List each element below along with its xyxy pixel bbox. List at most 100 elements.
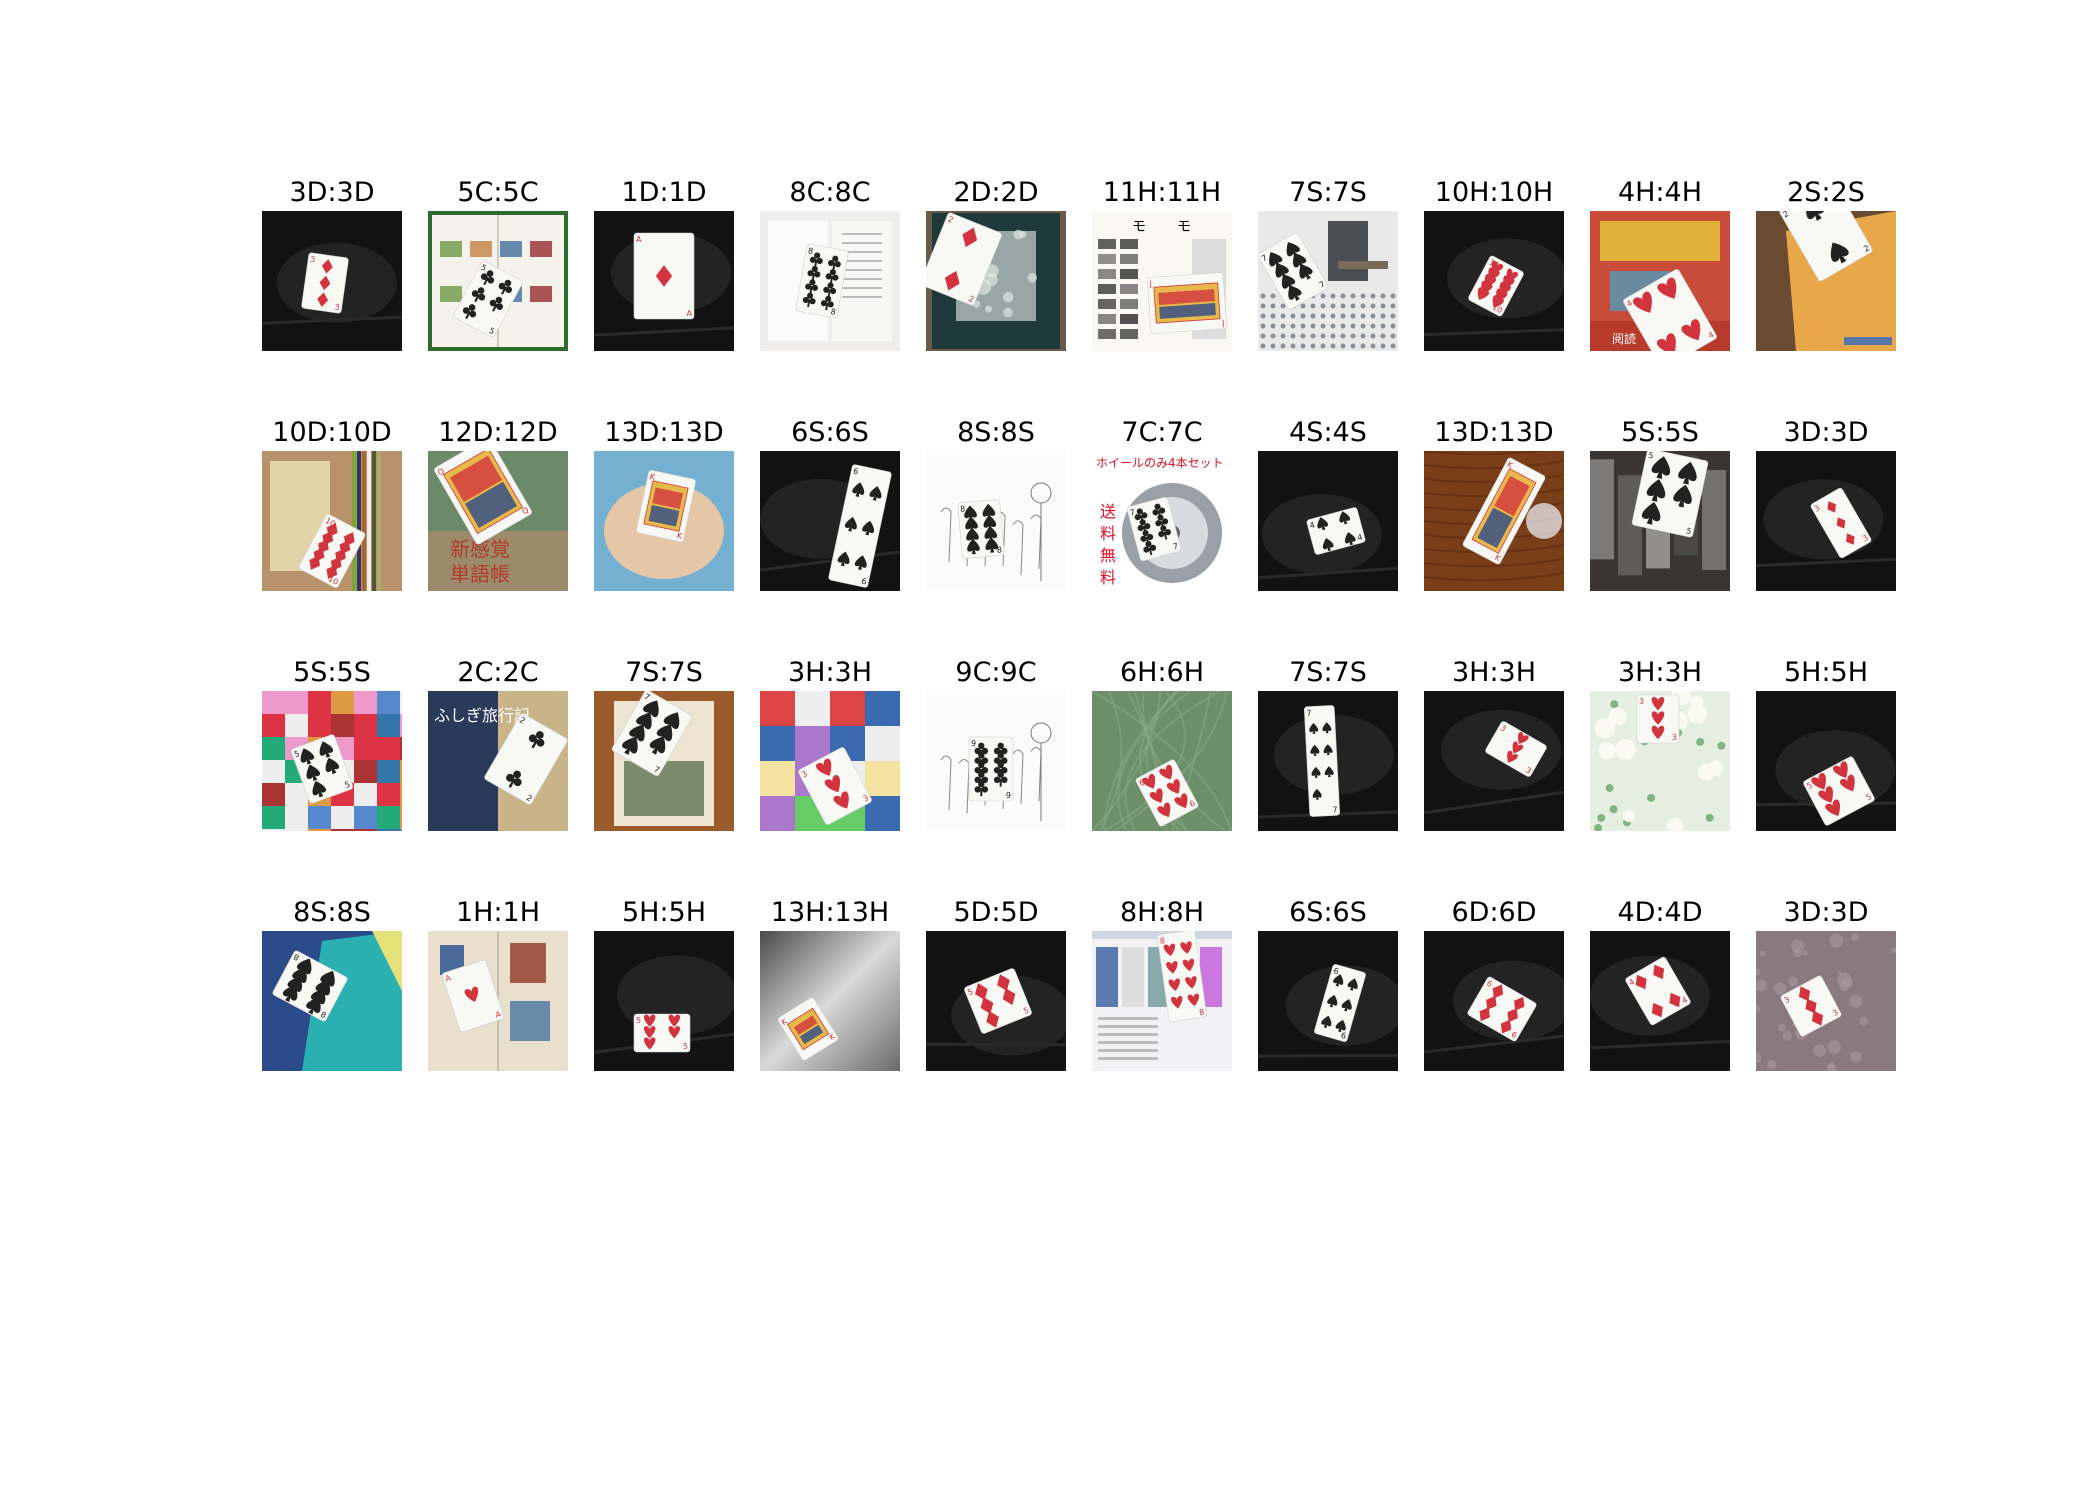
svg-text:8: 8 [807, 246, 814, 256]
svg-text:6: 6 [1332, 966, 1339, 976]
svg-text:4: 4 [1707, 330, 1716, 340]
svg-text:6: 6 [1188, 799, 1197, 809]
svg-text:3: 3 [1831, 1008, 1840, 1018]
svg-text:8: 8 [1159, 936, 1165, 946]
cell-caption: 2C:2C [457, 657, 539, 688]
svg-text:料: 料 [1100, 568, 1116, 587]
svg-text:4: 4 [1356, 533, 1363, 543]
grid-cell: 5D:5D 5 5 [926, 895, 1066, 1135]
cell-caption: 4S:4S [1289, 417, 1367, 448]
card-thumbnail: 阅読 4 4 [1590, 211, 1730, 351]
svg-text:5: 5 [1022, 1006, 1030, 1016]
svg-text:3: 3 [800, 769, 809, 779]
svg-text:7: 7 [1129, 507, 1136, 517]
svg-text:3: 3 [862, 793, 871, 803]
cell-caption: 6S:6S [1289, 897, 1367, 928]
cell-caption: 6D:6D [1451, 897, 1537, 928]
svg-text:6: 6 [1510, 1030, 1519, 1040]
cell-caption: 1H:1H [455, 897, 541, 928]
svg-text:3: 3 [1672, 733, 1677, 742]
cell-caption: 5H:5H [1783, 657, 1869, 688]
svg-text:5: 5 [1865, 792, 1874, 802]
svg-text:6: 6 [1138, 778, 1147, 788]
svg-text:3: 3 [1861, 533, 1870, 543]
grid-cell: 1H:1H A A [428, 895, 568, 1135]
svg-text:単語帳: 単語帳 [450, 562, 510, 586]
svg-text:8: 8 [996, 545, 1002, 554]
grid-cell: 5H:5H 5 5 [594, 895, 734, 1135]
grid-cell: 3H:3H 3 3 [1590, 655, 1730, 895]
cell-caption: 5C:5C [457, 177, 539, 208]
svg-text:5: 5 [1805, 781, 1814, 791]
svg-text:2: 2 [525, 793, 534, 803]
cell-caption: 5D:5D [953, 897, 1039, 928]
cell-caption: 1D:1D [621, 177, 707, 208]
grid-cell: 2D:2D 2 2 [926, 175, 1066, 415]
svg-text:5: 5 [343, 780, 351, 790]
svg-text:A: A [687, 309, 693, 318]
svg-text:5: 5 [293, 749, 301, 759]
svg-text:K: K [780, 1016, 790, 1027]
svg-text:5: 5 [487, 326, 496, 336]
svg-text:K: K [1493, 553, 1503, 564]
svg-text:7: 7 [1306, 708, 1312, 717]
grid-cell: 8C:8C 8 8 [760, 175, 900, 415]
grid-cell: 4S:4S 4 4 [1258, 415, 1398, 655]
grid-cell: 3H:3H 3 3 [1424, 655, 1564, 895]
cell-caption: 13H:13H [770, 897, 890, 928]
grid-cell: 2S:2S 2 2 [1756, 175, 1896, 415]
cell-caption: 3D:3D [1783, 417, 1869, 448]
cell-caption: 5S:5S [293, 657, 371, 688]
cell-caption: 8S:8S [957, 417, 1035, 448]
cell-caption: 8H:8H [1119, 897, 1205, 928]
svg-text:3: 3 [310, 255, 316, 265]
grid-cell: 12D:12D 新感覚 単語帳 Q Q [428, 415, 568, 655]
cell-caption: 2D:2D [953, 177, 1039, 208]
svg-text:3: 3 [1639, 697, 1644, 706]
svg-text:阅読: 阅読 [1612, 331, 1636, 346]
svg-text:K: K [828, 1031, 838, 1042]
card-thumbnail: ふしぎ旅行記 2 2 [428, 691, 568, 831]
svg-text:K: K [1506, 460, 1516, 471]
svg-text:3: 3 [1499, 723, 1508, 733]
svg-text:2: 2 [518, 715, 527, 725]
svg-text:9: 9 [1006, 791, 1011, 800]
grid-cell: 3D:3D 3 3 [1756, 895, 1896, 1135]
grid-cell: 3D:3D 3 3 [1756, 415, 1896, 655]
svg-text:7: 7 [1332, 805, 1338, 814]
cell-caption: 3D:3D [289, 177, 375, 208]
svg-text:7: 7 [1172, 541, 1179, 551]
svg-text:8: 8 [319, 1010, 328, 1020]
grid-cell: 3H:3H 3 3 [760, 655, 900, 895]
cell-caption: 10H:10H [1434, 177, 1554, 208]
svg-text:6: 6 [852, 467, 859, 477]
card-thumbnail: ホイールのみ4本セット送料無料 7 7 [1092, 451, 1232, 591]
svg-text:A: A [636, 235, 642, 244]
grid-cell: 3D:3D 3 3 [262, 175, 402, 415]
svg-text:料: 料 [1100, 524, 1116, 543]
cell-caption: 8S:8S [293, 897, 371, 928]
svg-text:3: 3 [1813, 503, 1822, 513]
svg-text:4: 4 [1627, 977, 1636, 987]
svg-text:2: 2 [967, 294, 975, 304]
cell-caption: 2S:2S [1787, 177, 1865, 208]
